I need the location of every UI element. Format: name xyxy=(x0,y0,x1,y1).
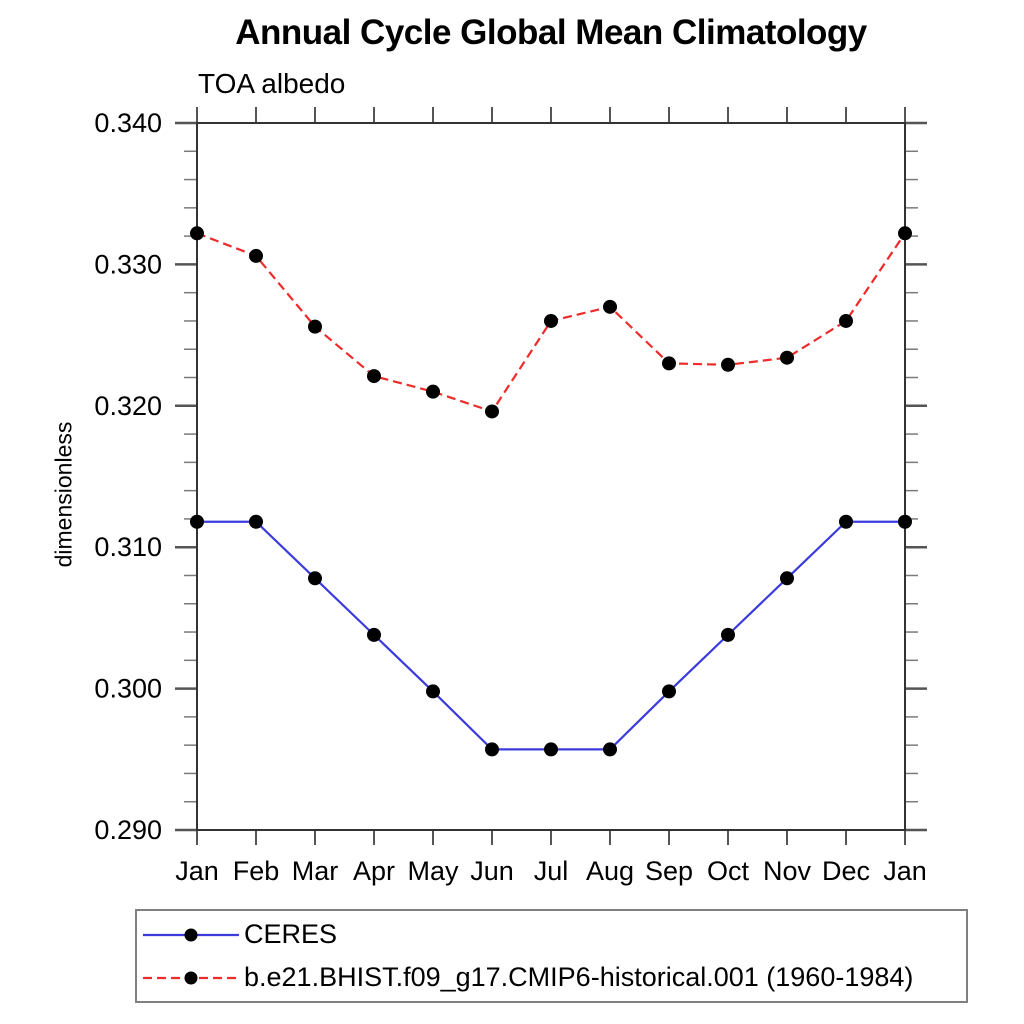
data-point-marker xyxy=(190,226,204,241)
series-line-0 xyxy=(197,520,905,751)
data-point-marker xyxy=(308,319,322,334)
data-point-marker xyxy=(662,356,676,371)
data-point-marker xyxy=(839,514,853,529)
legend-label-ceres: CERES xyxy=(244,919,338,949)
y-tick-label: 0.290 xyxy=(94,815,162,845)
x-tick-label: Jun xyxy=(470,856,514,886)
y-tick-label: 0.320 xyxy=(94,391,162,421)
data-point-marker xyxy=(898,514,912,529)
data-point-marker xyxy=(367,369,381,384)
data-point-marker xyxy=(367,627,381,642)
data-point-marker xyxy=(603,742,617,757)
data-point-marker xyxy=(898,226,912,241)
data-point-marker xyxy=(249,248,263,263)
data-point-marker xyxy=(426,684,440,699)
data-point-marker xyxy=(721,627,735,642)
y-tick-label: 0.330 xyxy=(94,249,162,279)
data-point-marker xyxy=(249,514,263,529)
plot-area: Jan Feb Mar Apr May Jun Jul Aug Sep Oct Nov Dec Jan 0… xyxy=(94,107,927,886)
data-point-marker xyxy=(308,571,322,586)
plot-frame xyxy=(196,122,906,831)
y-tick-label: 0.310 xyxy=(94,532,162,562)
data-point-marker xyxy=(662,684,676,699)
chart-title: Annual Cycle Global Mean Climatology xyxy=(235,13,867,52)
x-tick-label: Aug xyxy=(586,856,634,886)
x-tick-label: Sep xyxy=(645,856,693,886)
legend: CERES b.e21.BHIST.f09_g17.CMIP6-historic… xyxy=(135,909,968,1003)
y-tick-label: 0.340 xyxy=(94,108,162,138)
x-tick-label: Apr xyxy=(353,856,395,886)
data-point-marker xyxy=(721,357,735,372)
x-tick-label: Jul xyxy=(534,856,569,886)
x-tick-label: Nov xyxy=(763,856,812,886)
x-tick-label: Mar xyxy=(292,856,339,886)
x-tick-label: May xyxy=(407,856,459,886)
x-tick-label: Jan xyxy=(175,856,219,886)
data-point-marker xyxy=(544,742,558,757)
x-tick-label: Feb xyxy=(233,856,280,886)
data-point-marker xyxy=(190,514,204,529)
legend-item-model: b.e21.BHIST.f09_g17.CMIP6-historical.001… xyxy=(141,956,966,999)
data-point-marker xyxy=(839,313,853,328)
data-point-marker xyxy=(485,404,499,419)
chart-subtitle: TOA albedo xyxy=(198,68,346,99)
legend-item-ceres: CERES xyxy=(141,913,966,956)
data-point-marker xyxy=(485,742,499,757)
legend-label-model: b.e21.BHIST.f09_g17.CMIP6-historical.001… xyxy=(244,962,914,992)
data-point-marker xyxy=(603,299,617,314)
x-tick-label: Dec xyxy=(822,856,870,886)
x-tick-label: Jan xyxy=(883,856,927,886)
x-tick-label: Oct xyxy=(707,856,750,886)
data-point-marker xyxy=(426,384,440,399)
data-point-marker xyxy=(780,571,794,586)
legend-line-sample-dashed-icon xyxy=(143,971,239,984)
data-point-marker xyxy=(544,313,558,328)
y-tick-label: 0.300 xyxy=(94,674,162,704)
legend-line-sample-solid-icon xyxy=(143,928,239,941)
data-point-marker xyxy=(780,350,794,365)
